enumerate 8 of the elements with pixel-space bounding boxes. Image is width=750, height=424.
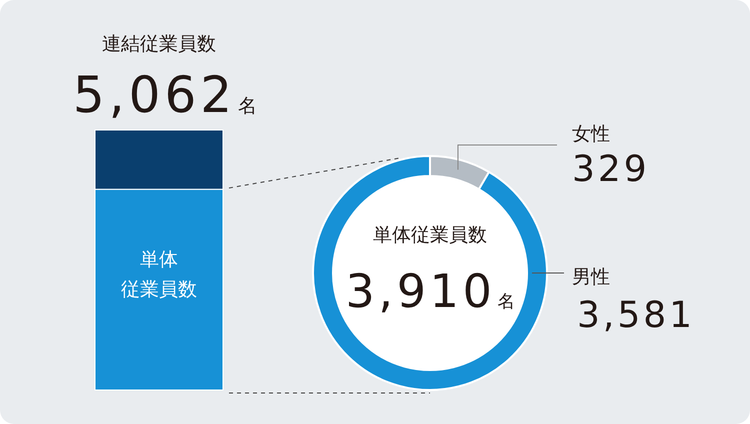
slice-label: 女性 bbox=[572, 123, 610, 145]
text: 単体従業員数 bbox=[373, 224, 487, 246]
slice-label: 男性 bbox=[572, 266, 610, 288]
chart-title: 連結従業員数 bbox=[102, 33, 216, 55]
data-label: 3,581 bbox=[577, 295, 696, 336]
series-label: 単体従業員数 bbox=[121, 248, 197, 301]
data-label: 329 bbox=[572, 149, 650, 190]
donut-slice bbox=[312, 155, 548, 391]
